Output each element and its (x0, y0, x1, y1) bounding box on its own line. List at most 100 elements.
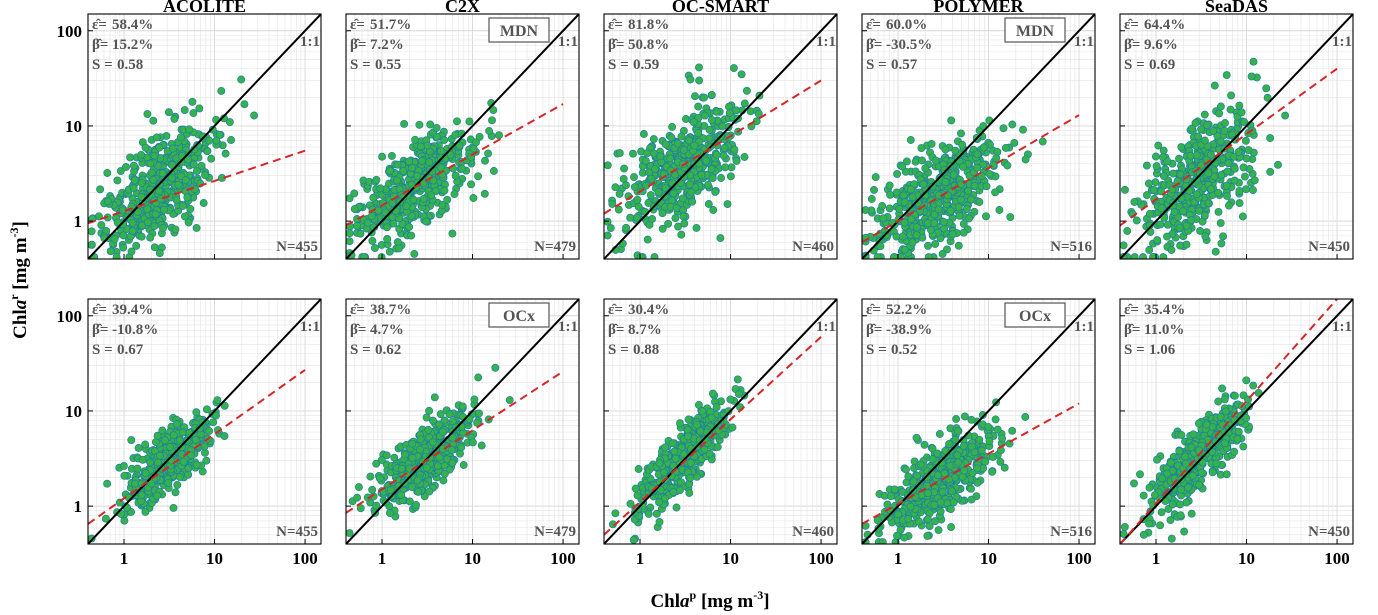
data-point (911, 157, 920, 166)
data-point (669, 488, 678, 496)
data-point (626, 213, 635, 222)
data-point (103, 197, 112, 206)
data-point (367, 212, 376, 221)
data-point (458, 164, 466, 173)
data-point (436, 410, 445, 419)
data-point (354, 483, 363, 492)
data-point (250, 111, 259, 120)
plot-frame (861, 298, 1096, 545)
data-point (137, 192, 146, 201)
data-point (438, 427, 447, 436)
data-point (192, 223, 201, 232)
data-point (179, 457, 188, 466)
reference-lines (862, 299, 1095, 544)
data-point (128, 218, 137, 227)
data-point (203, 147, 212, 156)
data-point (1120, 185, 1129, 194)
data-point (221, 149, 230, 158)
data-point (630, 183, 639, 192)
data-point (935, 430, 944, 438)
data-point (947, 487, 956, 496)
data-point (902, 465, 910, 474)
data-point (393, 160, 402, 169)
data-point (707, 90, 716, 99)
stat-s-symbol: S = (866, 57, 887, 73)
stat-epsilon-symbol: ε̂= (350, 17, 365, 33)
data-point (141, 507, 150, 516)
x-tick-label: 100 (808, 549, 834, 568)
data-point (655, 517, 664, 526)
data-point (173, 481, 182, 489)
data-point (1021, 155, 1030, 164)
data-point (654, 188, 663, 197)
scatter-panel-9: 1 10 100 ε̂= 52.2%β̂= -38.9% S = 0.52 1:1 N=516 OC… (861, 298, 1096, 568)
data-point (734, 390, 743, 398)
data-point (1262, 84, 1271, 93)
data-point (941, 145, 950, 154)
data-point (894, 510, 903, 519)
data-point (666, 154, 675, 163)
data-point (433, 461, 442, 470)
data-point (346, 529, 354, 538)
data-point (106, 247, 115, 256)
data-point (155, 187, 163, 196)
data-point (440, 136, 449, 145)
data-point (227, 136, 236, 144)
data-point (220, 401, 229, 410)
sample-count-label: N=455 (276, 239, 318, 255)
y-tick-label: 10 (65, 402, 82, 421)
stats-block: ε̂= 39.4%β̂= -10.8% S = 0.67 (92, 302, 158, 358)
data-point (724, 407, 733, 416)
data-point (240, 100, 249, 109)
data-point (477, 441, 486, 450)
stat-beta-symbol: β̂= (350, 322, 366, 338)
data-point (202, 405, 211, 414)
data-point (181, 176, 190, 185)
data-point (1217, 239, 1226, 248)
data-point (604, 231, 612, 240)
data-point (1222, 71, 1231, 80)
data-point (732, 106, 741, 115)
data-point (1159, 253, 1168, 259)
stat-beta-value: 15.2% (112, 37, 153, 53)
stat-epsilon-symbol: ε̂= (1124, 17, 1139, 33)
data-point (978, 411, 987, 419)
data-point (1149, 253, 1157, 259)
data-point (716, 234, 725, 243)
data-point (372, 459, 381, 468)
data-point (437, 163, 446, 172)
stat-beta-value: -38.9% (886, 322, 932, 338)
data-point (405, 464, 414, 473)
data-point (141, 143, 150, 152)
reference-lines (862, 14, 1095, 259)
data-point (448, 229, 457, 238)
data-point (651, 165, 660, 173)
data-point (127, 436, 136, 445)
data-point (1191, 119, 1200, 127)
data-point (930, 219, 939, 228)
data-point (649, 149, 658, 158)
data-point (923, 473, 932, 482)
data-point (900, 245, 909, 254)
one-to-one-line (1120, 14, 1353, 259)
data-point (374, 206, 383, 215)
data-point (931, 156, 940, 165)
data-point (719, 151, 728, 160)
data-point (151, 210, 160, 219)
data-point (896, 526, 905, 535)
data-point (435, 453, 444, 462)
data-point (415, 120, 424, 129)
data-point (883, 500, 892, 509)
data-point (209, 418, 218, 427)
data-point (119, 243, 128, 252)
data-point (686, 75, 695, 84)
data-point (1207, 185, 1215, 194)
data-point (661, 443, 670, 452)
data-point (225, 118, 234, 127)
regression-fit-line (346, 370, 564, 514)
data-point (870, 185, 878, 194)
data-point (717, 174, 726, 182)
data-point (1223, 167, 1232, 176)
y-tick-label: 100 (57, 22, 83, 41)
data-point (385, 509, 394, 518)
